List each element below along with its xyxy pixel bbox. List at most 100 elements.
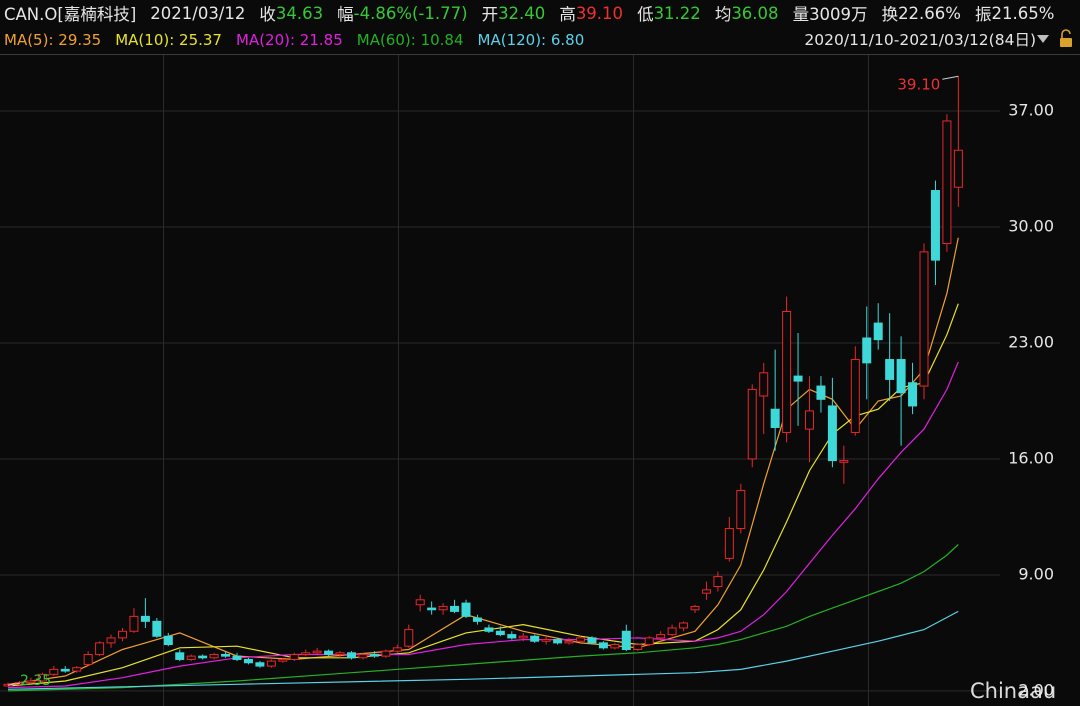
candle-body — [404, 629, 414, 647]
candle-body — [26, 680, 36, 684]
info-item: 量 — [792, 5, 810, 24]
candle-body — [885, 359, 895, 380]
ma-line — [7, 544, 959, 692]
quote-info: CAN.O[嘉楠科技] 2021/03/12 收 34.63 幅 -4.86%(-1.77… — [4, 0, 1054, 26]
candle-body — [37, 673, 47, 682]
candle-body — [701, 589, 711, 594]
candle-body — [472, 617, 482, 622]
high-label: 39.10 — [897, 76, 940, 94]
candle-body — [862, 337, 872, 364]
info-item: -4.86%(-1.77) — [353, 3, 468, 23]
candle-body — [209, 653, 219, 659]
lock-body — [1060, 38, 1072, 47]
info-item: 34.63 — [275, 3, 324, 23]
legend-entry: MA(10): 25.37 — [115, 31, 222, 49]
info-item: 换 — [881, 5, 899, 24]
candle-body — [392, 647, 402, 652]
high-pointer — [942, 75, 959, 80]
lock-shackle — [1061, 29, 1071, 38]
info-item: 低 — [637, 5, 654, 24]
candle-body — [530, 635, 540, 642]
candle-body — [919, 251, 929, 387]
candle-body — [782, 310, 792, 433]
candle-body — [381, 650, 391, 657]
info-item: 31.22 — [653, 3, 701, 23]
info-item: 32.40 — [498, 3, 546, 23]
candle-body — [83, 653, 93, 665]
candle-body — [805, 410, 814, 430]
info-item: 39.10 — [575, 3, 624, 23]
low-label: 2.35 — [20, 673, 51, 689]
candle-body — [690, 605, 700, 611]
candle-body — [358, 653, 368, 659]
candle-body — [118, 630, 127, 639]
candle-body — [598, 642, 608, 649]
candle-body — [736, 489, 746, 530]
low-pointer — [7, 682, 21, 686]
info-item: 开 — [481, 5, 499, 24]
candle-body — [953, 149, 963, 188]
candle-body — [324, 650, 334, 655]
watermark: Chinaau — [970, 679, 1056, 703]
candle-body — [679, 622, 689, 629]
candle-body — [564, 640, 574, 644]
lock-icon[interactable] — [1060, 29, 1072, 47]
candle-body — [942, 120, 952, 245]
candle-body — [770, 408, 780, 428]
candle-body — [759, 372, 769, 397]
candle-body — [873, 322, 883, 341]
candle-body — [438, 605, 448, 611]
date-range[interactable]: 2020/11/10-2021/03/12(84日) — [804, 31, 1036, 49]
candle-body — [289, 653, 299, 660]
ma-legend: MA(5): 29.35 MA(10): 25.37 MA(20): 21.85 MA… — [4, 28, 584, 52]
candle-body — [713, 576, 723, 588]
info-item: 2021/03/12 — [150, 3, 246, 23]
candle-body — [839, 460, 849, 463]
ma-line — [7, 303, 959, 687]
candle-body — [163, 635, 173, 646]
info-item: 振 — [974, 5, 992, 24]
y-tick-label: 30.00 — [1008, 216, 1054, 235]
ma-line — [7, 610, 959, 690]
candle-body — [221, 653, 231, 657]
candle-body — [278, 658, 288, 662]
dropdown-icon[interactable] — [1037, 35, 1049, 43]
candle-body — [415, 599, 425, 606]
y-tick-label: 9.00 — [1018, 564, 1054, 583]
candle-body — [656, 634, 666, 639]
candle-body — [198, 655, 208, 659]
legend-entry: MA(5): 29.35 — [4, 31, 102, 49]
legend-entry: MA(120): 6.80 — [477, 31, 585, 49]
candle-body — [644, 637, 654, 646]
candle-body — [495, 630, 505, 636]
candle-body — [450, 605, 460, 612]
candle-body — [129, 615, 139, 632]
candle-body — [518, 635, 528, 639]
candle-body — [908, 382, 918, 407]
candle-body — [72, 667, 82, 672]
candle-body — [347, 652, 356, 659]
candle-body — [335, 652, 345, 655]
candle-body — [95, 642, 105, 655]
candle-body — [461, 602, 471, 617]
candle-body — [553, 639, 563, 644]
candle-body — [724, 528, 734, 559]
info-item: 3009万 — [809, 5, 868, 24]
legend-entry: MA(60): 10.84 — [356, 31, 464, 49]
candle-body — [106, 637, 116, 644]
candle-body — [152, 620, 162, 637]
info-item: 均 — [714, 5, 732, 24]
candle-body — [301, 652, 311, 655]
candle-body — [49, 668, 59, 675]
candle-body — [576, 637, 585, 642]
y-tick-label: 37.00 — [1008, 101, 1054, 120]
candle-body — [587, 637, 597, 644]
y-tick-label: 2.00 — [1018, 680, 1054, 699]
candle-body — [930, 190, 940, 261]
info-item: 22.66% — [898, 3, 961, 23]
info-item: CAN.O[嘉楠科技] — [4, 5, 137, 24]
candle-body — [186, 655, 196, 660]
candle-body — [255, 662, 265, 667]
